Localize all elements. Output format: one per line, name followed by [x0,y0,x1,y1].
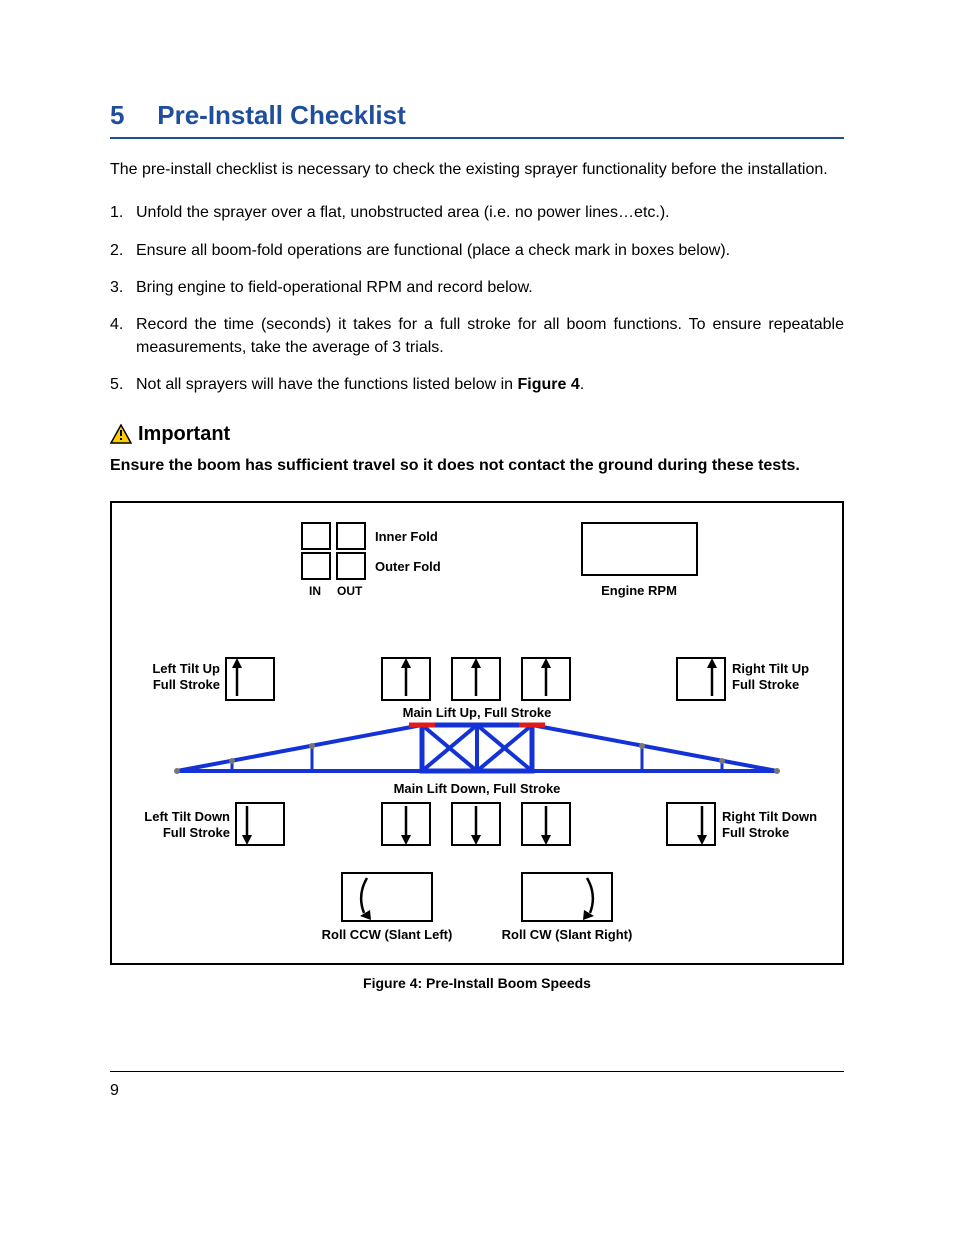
intro-paragraph: The pre-install checklist is necessary t… [110,159,844,181]
in-label: IN [309,584,321,598]
svg-text:Right Tilt Down: Right Tilt Down [722,809,817,824]
roll-ccw-label: Roll CCW (Slant Left) [322,927,453,942]
svg-text:Full Stroke: Full Stroke [722,825,789,840]
section-title-text: Pre-Install Checklist [157,100,406,130]
svg-text:Left Tilt Up: Left Tilt Up [152,661,220,676]
step-item: Not all sprayers will have the functions… [110,373,844,396]
important-header: Important [110,423,844,446]
svg-text:Full Stroke: Full Stroke [732,677,799,692]
step-item: Ensure all boom-fold operations are func… [110,239,844,262]
page-number: 9 [110,1082,844,1100]
section-heading: 5 Pre-Install Checklist [110,100,844,139]
step-item: Record the time (seconds) it takes for a… [110,313,844,359]
main-lift-down-label: Main Lift Down, Full Stroke [394,781,561,796]
svg-text:Right Tilt Up: Right Tilt Up [732,661,809,676]
figure-caption: Figure 4: Pre-Install Boom Speeds [110,975,844,991]
boom-truss [177,725,777,771]
engine-rpm-box: Engine RPM [582,523,697,598]
down-row: Left Tilt Down Full Stroke Right Tilt Do… [144,803,817,845]
roll-row: Roll CCW (Slant Left) Roll CW (Slant Rig… [322,873,633,942]
inner-fold-label: Inner Fold [375,529,438,544]
main-lift-up-label: Main Lift Up, Full Stroke [403,705,552,720]
outer-fold-label: Outer Fold [375,559,441,574]
engine-rpm-label: Engine RPM [601,583,677,598]
figure-reference: Figure 4 [518,376,580,393]
steps-list: Unfold the sprayer over a flat, unobstru… [110,201,844,396]
footer-rule [110,1071,844,1072]
step-item: Unfold the sprayer over a flat, unobstru… [110,201,844,224]
section-number: 5 [110,100,150,131]
svg-text:Left Tilt Down: Left Tilt Down [144,809,230,824]
svg-text:Full Stroke: Full Stroke [163,825,230,840]
roll-cw-label: Roll CW (Slant Right) [502,927,633,942]
out-label: OUT [337,584,363,598]
warning-icon [110,424,132,444]
up-row: Left Tilt Up Full Stroke Main Lift Up, F… [152,658,809,720]
step-item: Bring engine to field-operational RPM an… [110,276,844,299]
fold-checkboxes: Inner Fold Outer Fold IN OUT [302,523,441,598]
important-label: Important [138,423,230,446]
important-text: Ensure the boom has sufficient travel so… [110,454,844,477]
svg-text:Full Stroke: Full Stroke [153,677,220,692]
figure-4-diagram: Inner Fold Outer Fold IN OUT Engine RPM … [110,501,844,965]
